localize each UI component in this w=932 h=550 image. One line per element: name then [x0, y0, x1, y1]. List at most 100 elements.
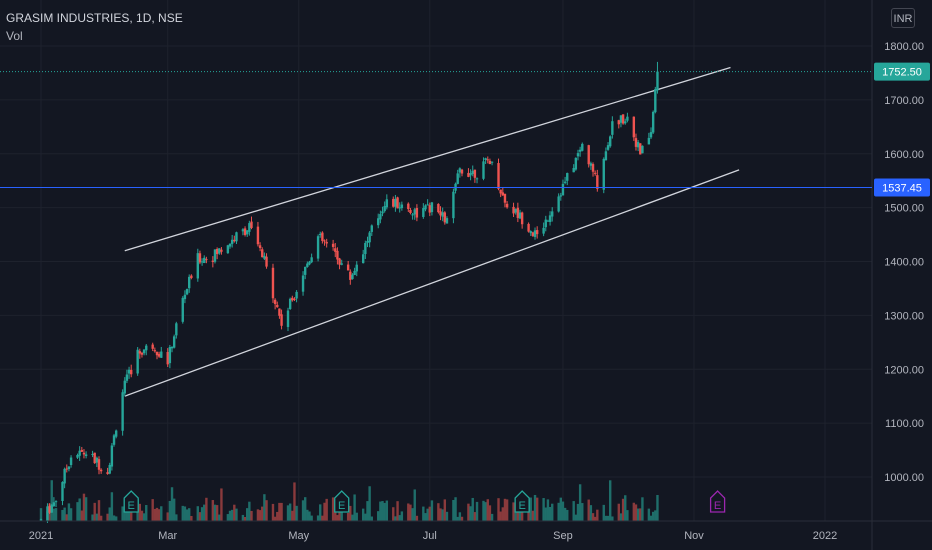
channel-line-lower[interactable] — [124, 169, 740, 397]
earnings-marker[interactable]: E — [514, 490, 530, 513]
candle-body — [319, 233, 322, 236]
candle-body — [626, 116, 629, 121]
candle-body — [91, 454, 94, 456]
volume-bar — [361, 508, 365, 521]
candle-body — [424, 205, 427, 210]
volume-bar — [632, 502, 636, 521]
candle-body — [203, 257, 206, 264]
candle-body — [636, 142, 640, 148]
candle-body — [475, 178, 479, 180]
volume-bar — [95, 513, 99, 521]
volume-bar — [557, 502, 560, 521]
candle-body — [621, 114, 625, 124]
channel-lines[interactable] — [124, 66, 740, 397]
volume-bar — [516, 508, 520, 521]
volume-bar — [286, 505, 290, 521]
candle-body — [596, 175, 599, 189]
volume-bar — [110, 492, 114, 521]
volume-bar — [99, 515, 103, 521]
volume-bar — [112, 515, 116, 521]
candle-body — [624, 121, 627, 124]
earnings-badge-shape — [334, 490, 350, 513]
candle-body — [445, 218, 449, 224]
volume-bar — [398, 515, 401, 521]
candle-body — [572, 168, 575, 173]
volume-bar — [151, 499, 154, 521]
candle-body — [460, 169, 464, 174]
volume-bar — [574, 514, 578, 521]
currency-button[interactable]: INR — [891, 8, 915, 28]
candle-body — [634, 138, 638, 147]
volume-bar — [467, 503, 470, 521]
volume-bar — [520, 505, 524, 521]
candle-body — [190, 275, 193, 278]
earnings-marker[interactable]: E — [709, 490, 726, 513]
candle-body — [606, 145, 610, 150]
candle-body — [78, 450, 81, 456]
volume-bar — [142, 513, 146, 521]
candle-body — [233, 239, 236, 242]
volume-bar — [185, 509, 189, 521]
earnings-badge-shape — [514, 490, 530, 513]
candle-body — [228, 243, 232, 247]
candle-body — [458, 168, 462, 173]
volume-bar — [383, 502, 386, 521]
price-tick-label: 1800.00 — [884, 41, 924, 53]
candle-body — [157, 353, 161, 357]
candle-body — [97, 459, 101, 470]
candle-body — [576, 153, 580, 157]
candle-body — [557, 196, 560, 212]
volume-bar — [445, 511, 449, 521]
candle-body — [323, 240, 326, 242]
candle-body — [527, 223, 530, 232]
volume-bar — [546, 499, 550, 521]
candle-body — [65, 468, 68, 470]
candle-body — [574, 157, 578, 170]
candle-body — [226, 245, 230, 254]
candle-body — [411, 214, 414, 216]
channel-line-upper[interactable] — [124, 66, 731, 252]
volume-bar — [409, 504, 412, 521]
volume-bar — [258, 510, 262, 521]
volume-bar — [512, 502, 515, 521]
volume-bar — [226, 514, 230, 521]
candle-body — [46, 506, 49, 521]
price-axis[interactable]: 1800.00 1700.00 1600.00 1500.00 1400.00 1300.… — [871, 0, 924, 550]
candle-body — [484, 158, 487, 161]
time-axis[interactable]: 2021 Mar May Jul Sep Nov 2022 — [0, 520, 932, 542]
time-tick-label: Jul — [423, 530, 437, 542]
time-tick-label: May — [288, 530, 309, 542]
volume-bar — [261, 506, 264, 521]
volume-bar — [411, 508, 414, 521]
candle-body — [291, 297, 294, 301]
candle-body — [295, 291, 298, 299]
volume-bar — [488, 505, 492, 521]
volume-bar — [336, 515, 339, 521]
candle-body — [520, 212, 524, 225]
candle-body — [265, 256, 268, 267]
candle-body — [542, 227, 545, 234]
volume-bar — [306, 509, 309, 521]
candle-body — [632, 116, 636, 138]
earnings-marker[interactable]: E — [123, 490, 139, 513]
candle-body — [263, 255, 266, 259]
volume-bar — [325, 498, 328, 521]
volume-bar — [430, 500, 434, 521]
volume-bar — [246, 508, 249, 521]
volume-bar — [346, 512, 350, 521]
volume-bar — [471, 497, 474, 521]
earnings-marker[interactable]: E — [334, 490, 350, 513]
volume-bar — [566, 509, 569, 521]
volume-bar — [106, 513, 109, 521]
volume-bar — [656, 495, 659, 521]
candle-body — [561, 183, 565, 196]
candle-body — [609, 136, 612, 147]
volume-bar — [604, 515, 608, 521]
volume-bar — [114, 516, 118, 521]
volume-bar — [321, 515, 324, 521]
volume-bar — [250, 510, 253, 521]
candle-body — [361, 254, 365, 264]
candle-body — [456, 173, 459, 184]
